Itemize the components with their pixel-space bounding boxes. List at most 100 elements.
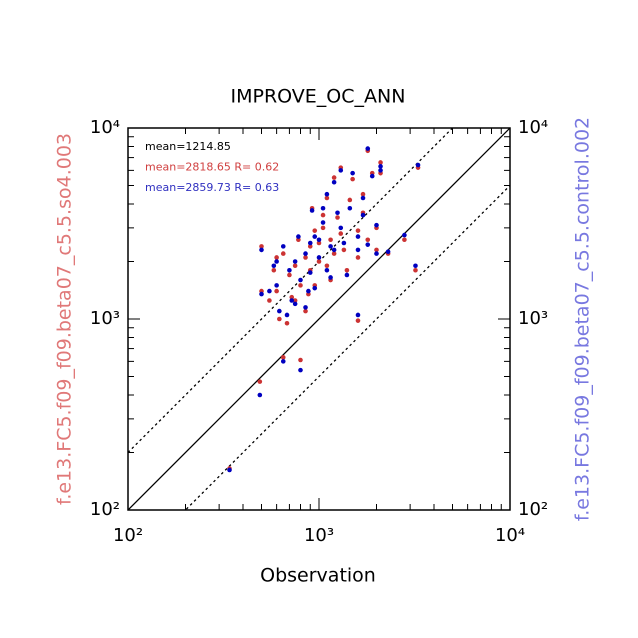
point <box>347 205 353 211</box>
point <box>274 288 279 294</box>
point <box>360 195 366 201</box>
point <box>374 251 379 256</box>
point <box>378 164 383 169</box>
reference-line <box>184 185 510 510</box>
point <box>320 212 326 218</box>
point <box>338 225 344 231</box>
point <box>338 231 344 236</box>
point <box>287 267 292 273</box>
x-axis-label: Observation <box>260 565 376 587</box>
point <box>307 270 313 275</box>
point <box>316 255 322 260</box>
point <box>257 392 263 398</box>
point <box>344 272 350 278</box>
point <box>413 267 418 273</box>
y-tick-label: 10³ <box>90 308 120 329</box>
point <box>298 357 303 363</box>
point <box>316 240 322 246</box>
point <box>335 215 340 220</box>
point <box>289 298 295 303</box>
point <box>303 305 308 310</box>
annotation: mean=1214.85 <box>145 140 231 153</box>
point <box>378 160 383 165</box>
point <box>227 467 232 473</box>
y-axis-label: f.e13.FC5.f09_f09.beta07_c5.5.so4.003 <box>54 133 76 505</box>
point <box>298 283 303 288</box>
point <box>355 234 361 239</box>
point <box>355 255 361 260</box>
point <box>320 220 326 225</box>
y-tick-label: 10⁴ <box>90 117 120 138</box>
point <box>267 288 272 294</box>
point <box>413 263 418 269</box>
point <box>347 197 353 203</box>
x-tick-label: 10² <box>113 525 143 546</box>
point <box>344 267 350 273</box>
point <box>306 288 311 294</box>
y-tick-label: 10² <box>90 499 120 520</box>
point <box>274 259 279 264</box>
point <box>277 308 282 314</box>
point <box>328 244 333 249</box>
point <box>365 146 371 151</box>
point <box>259 247 264 253</box>
y2-tick-label: 10³ <box>518 308 548 329</box>
point <box>355 228 361 233</box>
point <box>312 234 318 239</box>
point <box>296 234 301 239</box>
point <box>324 191 330 197</box>
point <box>365 237 371 243</box>
point <box>312 228 318 233</box>
point <box>309 208 315 213</box>
y2-axis-label: f.e13.FC5.f09_f09.beta07_c5.5.control.00… <box>572 117 594 521</box>
point <box>355 318 361 323</box>
point <box>360 212 366 218</box>
point <box>341 240 347 246</box>
point <box>385 249 391 255</box>
point <box>280 244 286 249</box>
point <box>274 283 279 288</box>
point <box>331 179 337 185</box>
point <box>331 175 337 180</box>
point <box>360 191 366 197</box>
point <box>402 232 407 238</box>
point <box>335 210 340 216</box>
point <box>280 251 286 256</box>
point <box>312 285 318 291</box>
point <box>415 162 421 168</box>
point <box>378 168 383 173</box>
point <box>331 251 337 256</box>
point <box>280 359 286 364</box>
point <box>355 312 361 318</box>
point <box>328 237 333 243</box>
point <box>369 173 375 179</box>
point <box>284 320 290 326</box>
point <box>331 247 337 253</box>
point <box>365 242 371 247</box>
point <box>280 355 286 360</box>
point <box>350 176 355 182</box>
point <box>324 195 330 201</box>
point <box>355 247 361 253</box>
point <box>259 244 264 249</box>
point <box>257 379 263 384</box>
y2-tick-label: 10² <box>518 499 548 520</box>
point <box>350 170 355 176</box>
reference-line <box>128 128 510 510</box>
point <box>292 301 298 307</box>
chart-title: IMPROVE_OC_ANN <box>231 86 406 108</box>
point <box>298 277 303 283</box>
point <box>307 244 313 249</box>
point <box>259 291 264 297</box>
point <box>316 237 322 243</box>
x-tick-label: 10⁴ <box>495 525 525 546</box>
point <box>274 255 279 260</box>
annotation: mean=2859.73 R= 0.63 <box>145 181 279 194</box>
point <box>328 275 333 280</box>
point <box>292 259 298 264</box>
point <box>307 240 313 246</box>
point <box>303 251 308 256</box>
point <box>271 267 277 273</box>
y2-tick-label: 10⁴ <box>518 117 548 138</box>
